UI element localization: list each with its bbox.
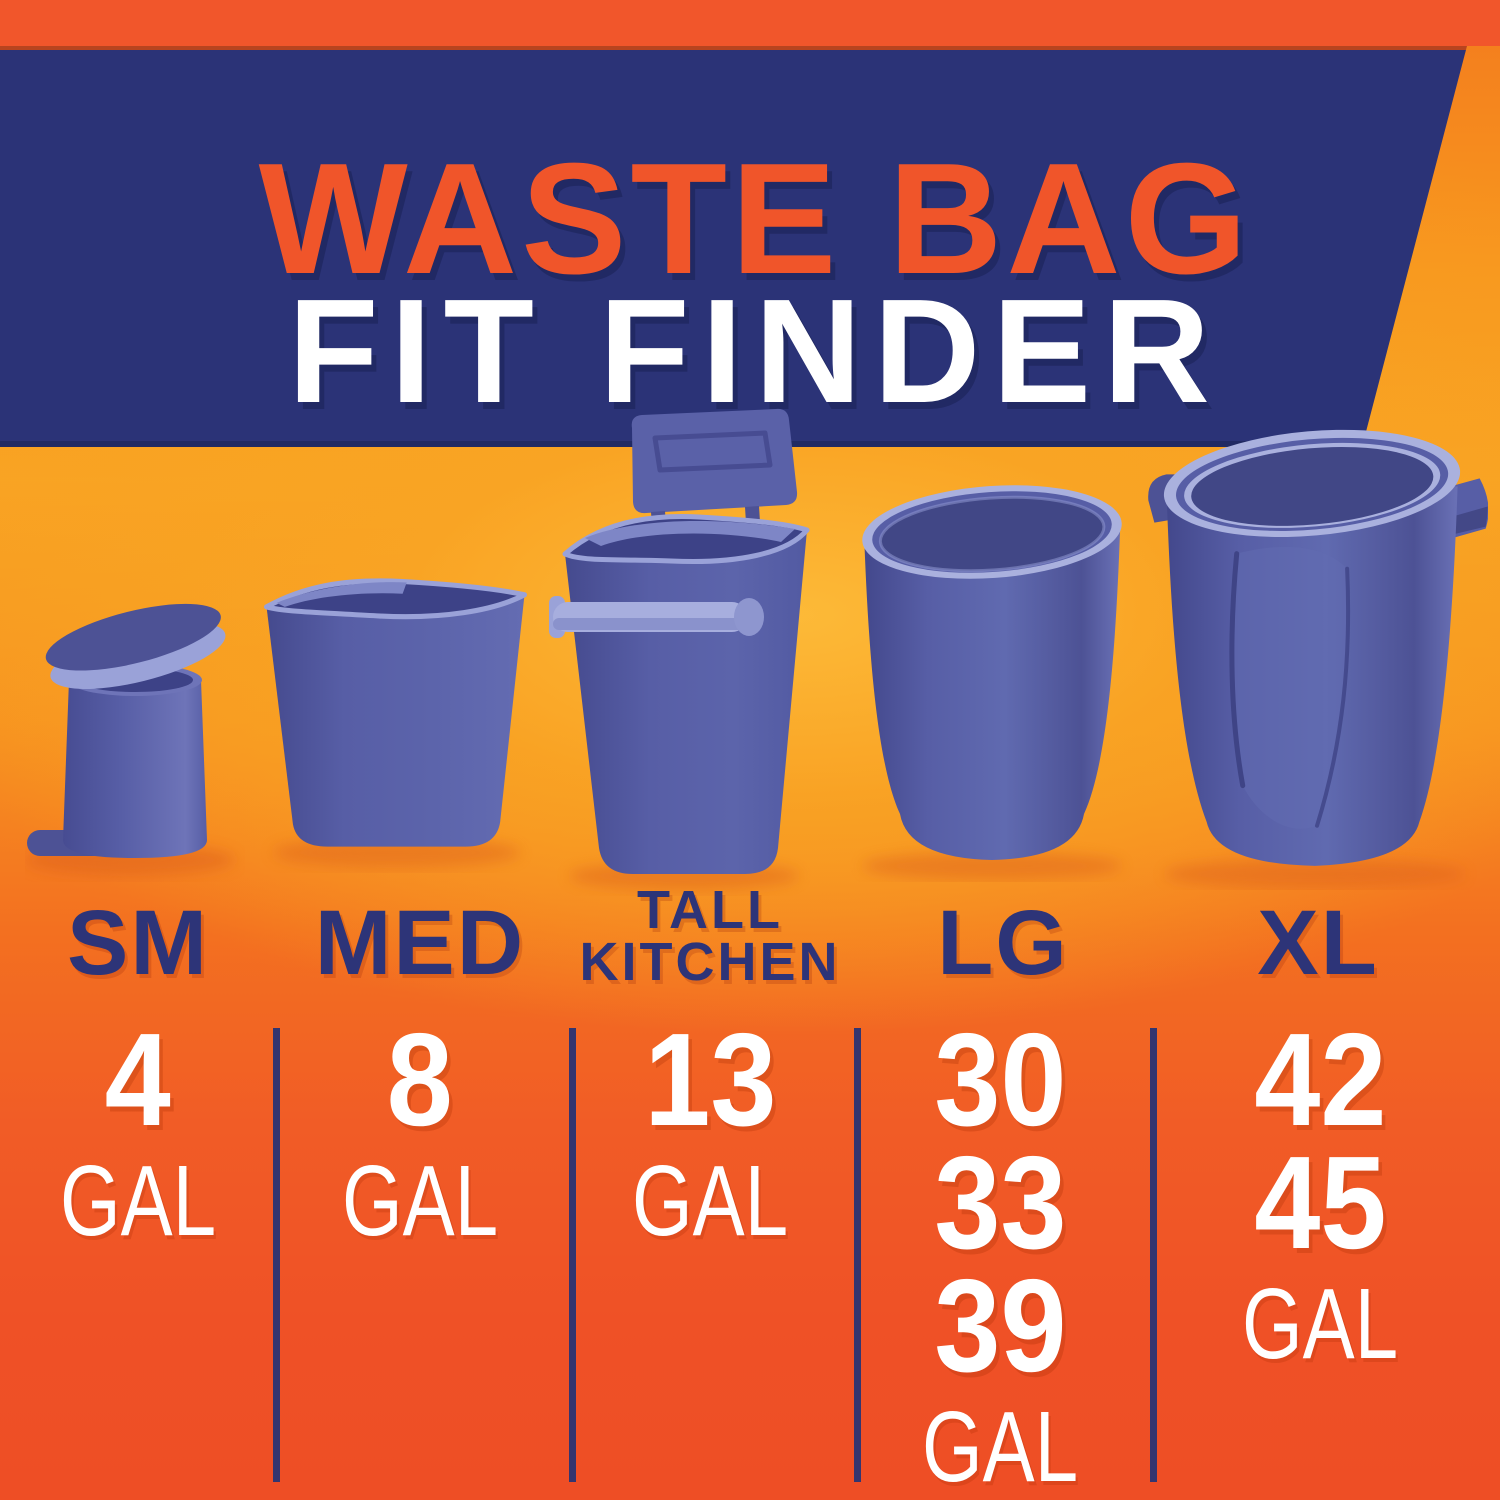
column-divider-1: [273, 1028, 280, 1482]
poster-title-line-1: WASTE BAG: [258, 131, 1252, 307]
size-label-lg: LG: [843, 896, 1163, 991]
gallon-value: 13: [643, 1006, 777, 1153]
size-label-text-line1: TALL: [637, 880, 783, 940]
gallon-unit: GAL: [59, 1145, 217, 1257]
capacity-column-lg: 30 33 39 GAL: [850, 1006, 1150, 1500]
medium-wastebasket-icon: [252, 548, 537, 873]
column-divider-2: [569, 1028, 576, 1482]
size-label-sm: SM: [0, 896, 298, 991]
gallon-value: 42: [1253, 1006, 1387, 1153]
size-label-text: XL: [1257, 892, 1379, 994]
gallon-unit: GAL: [631, 1145, 789, 1257]
capacity-column-tall-kitchen: 13 GAL: [560, 1006, 860, 1261]
gallon-value: 33: [933, 1129, 1067, 1276]
gallon-value: 8: [386, 1006, 454, 1153]
gallon-value: 4: [104, 1006, 172, 1153]
size-label-text: LG: [937, 892, 1069, 994]
extra-large-round-can-icon: [1136, 378, 1488, 890]
column-divider-3: [854, 1028, 861, 1482]
gallon-value: 45: [1253, 1129, 1387, 1276]
size-label-text: SM: [67, 892, 209, 994]
tall-kitchen-can-icon: [548, 396, 820, 896]
capacity-column-xl: 42 45 GAL: [1170, 1006, 1470, 1384]
poster-title-line-2: FIT FINDER: [288, 269, 1222, 434]
title-banner: [0, 46, 1467, 447]
gallon-value: 39: [933, 1252, 1067, 1399]
gallon-unit: GAL: [341, 1145, 499, 1257]
top-orange-strip: [0, 0, 1500, 46]
size-label-med: MED: [260, 896, 580, 991]
large-round-can-icon: [842, 432, 1142, 882]
capacity-column-sm: 4 GAL: [0, 1006, 288, 1261]
capacity-column-med: 8 GAL: [270, 1006, 570, 1261]
gallon-value: 30: [933, 1006, 1067, 1153]
column-divider-4: [1150, 1028, 1157, 1482]
size-label-text-line2: KITCHEN: [579, 932, 841, 992]
size-label-text: MED: [314, 892, 526, 994]
gallon-unit: GAL: [1241, 1268, 1399, 1380]
small-step-can-icon: [25, 552, 245, 882]
size-label-xl: XL: [1158, 896, 1478, 991]
gallon-unit: GAL: [921, 1391, 1079, 1500]
size-label-tall-kitchen: TALL KITCHEN: [550, 880, 870, 992]
